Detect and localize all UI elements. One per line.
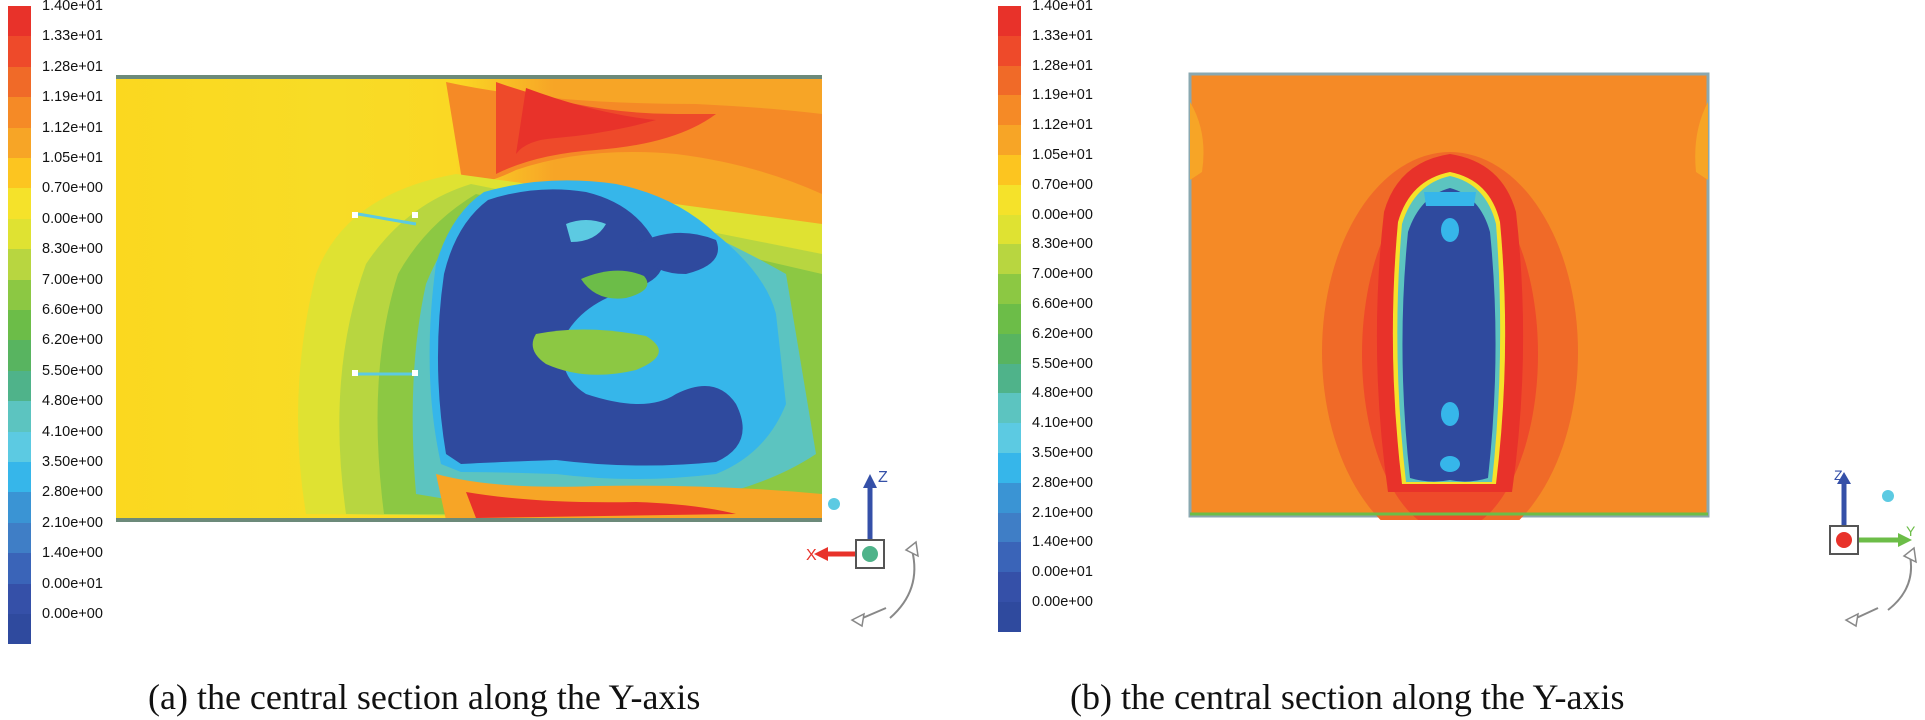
z-axis-label: Z: [1834, 470, 1843, 483]
legend-tick-label: 2.10e+00: [42, 514, 103, 531]
legend-swatch: [998, 363, 1021, 394]
legend-swatch: [8, 310, 31, 341]
legend-tick-label: 1.40e+01: [42, 0, 103, 14]
legend-tick-label: 0.00e+00: [1032, 594, 1093, 610]
legend-swatch: [998, 244, 1021, 275]
legend-tick-label: 0.00e+01: [42, 575, 103, 592]
contour-plot-xz-section: [116, 74, 828, 524]
caption-b: (b) the central section along the Y-axis: [1070, 677, 1625, 717]
axis-triad-right: Z Y: [1818, 467, 1925, 630]
legend-tick-label: 0.70e+00: [42, 180, 103, 197]
legend-tick-label: 1.05e+01: [42, 150, 103, 166]
legend-tick-label: 6.60e+00: [1032, 296, 1093, 312]
legend-tick-label: 4.80e+00: [42, 393, 103, 410]
legend-swatch: [998, 35, 1021, 66]
legend-tick-label: 1.12e+01: [42, 119, 103, 136]
legend-swatch: [8, 522, 31, 554]
color-legend-left: 1.40e+01 1.33e+01 1.28e+01 1.19e+01 1.12e+01…: [8, 0, 148, 645]
legend-swatch: [8, 340, 31, 371]
legend-tick-label: 0.00e+01: [1032, 564, 1093, 581]
legend-swatch: [8, 6, 31, 37]
legend-swatch: [998, 482, 1021, 513]
legend-swatch: [8, 401, 31, 432]
legend-tick-label: 6.20e+00: [1032, 325, 1093, 342]
legend-swatch: [8, 97, 31, 128]
legend-tick-label: 0.70e+00: [1032, 176, 1093, 193]
legend-tick-label: 1.05e+01: [1032, 147, 1093, 163]
legend-swatch: [998, 65, 1021, 96]
legend-swatch: [998, 155, 1021, 185]
legend-swatch: [8, 279, 31, 310]
legend-swatch: [998, 512, 1021, 543]
legend-tick-label: 5.50e+00: [1032, 355, 1093, 372]
legend-swatch: [998, 125, 1021, 155]
legend-tick-label: 4.80e+00: [1032, 385, 1093, 402]
legend-tick-label: 4.10e+00: [1032, 415, 1093, 432]
legend-swatch: [998, 214, 1021, 245]
legend-tick-label: 1.28e+01: [1032, 57, 1093, 74]
legend-tick-label: 7.00e+00: [1032, 266, 1093, 283]
legend-swatch: [998, 453, 1021, 483]
x-axis-label: X: [806, 547, 817, 564]
legend-tick-label: 3.50e+00: [42, 454, 103, 470]
legend-swatch: [998, 333, 1021, 364]
legend-swatch: [998, 95, 1021, 126]
legend-tick-label: 0.00e+00: [1032, 206, 1093, 223]
legend-tick-label: 2.80e+00: [42, 484, 103, 501]
legend-swatch: [998, 274, 1021, 304]
legend-tick-label: 1.40e+01: [1032, 0, 1093, 14]
legend-swatch: [8, 127, 31, 158]
legend-tick-label: 1.19e+01: [1032, 87, 1093, 104]
legend-tick-label: 2.80e+00: [1032, 474, 1093, 491]
legend-swatch: [8, 614, 31, 645]
legend-tick-label: 1.33e+01: [42, 28, 103, 45]
legend-swatch: [998, 572, 1021, 602]
legend-swatch: [998, 423, 1021, 453]
axis-triad-left: Z X: [800, 469, 940, 630]
legend-swatch: [998, 542, 1021, 573]
legend-swatch: [8, 370, 31, 402]
legend-tick-label: 1.12e+01: [1032, 117, 1093, 134]
legend-swatch: [8, 218, 31, 250]
color-legend-right: 1.40e+01 1.33e+01 1.28e+01 1.19e+01 1.12e+01…: [998, 0, 1138, 632]
legend-swatch: [8, 431, 31, 462]
legend-tick-label: 1.33e+01: [1032, 27, 1093, 44]
legend-tick-label: 7.00e+00: [42, 271, 103, 288]
contour-plot-yz-section: [1188, 72, 1712, 520]
legend-swatch: [998, 602, 1021, 632]
legend-tick-label: 3.50e+00: [1032, 445, 1093, 461]
legend-swatch: [8, 553, 31, 584]
legend-tick-label: 2.10e+00: [1032, 504, 1093, 521]
legend-swatch: [8, 462, 31, 493]
legend-tick-label: 1.40e+00: [42, 545, 103, 562]
legend-swatch: [8, 36, 31, 67]
legend-tick-label: 1.40e+00: [1032, 534, 1093, 551]
legend-tick-label: 6.60e+00: [42, 302, 103, 318]
legend-swatch: [8, 492, 31, 523]
legend-swatch: [998, 6, 1021, 36]
legend-tick-label: 5.50e+00: [42, 362, 103, 379]
legend-swatch: [998, 184, 1021, 215]
legend-tick-label: 0.00e+00: [42, 210, 103, 227]
legend-tick-label: 8.30e+00: [1032, 236, 1093, 253]
legend-tick-label: 1.28e+01: [42, 58, 103, 75]
caption-a: (a) the central section along the Y-axis: [148, 677, 701, 717]
legend-swatch: [998, 393, 1021, 424]
legend-swatch: [8, 583, 31, 614]
legend-tick-label: 8.30e+00: [42, 241, 103, 258]
legend-swatch: [8, 249, 31, 280]
legend-tick-label: 6.20e+00: [42, 332, 103, 349]
legend-tick-label: 1.19e+01: [42, 89, 103, 106]
legend-swatch: [8, 188, 31, 219]
legend-swatch: [998, 304, 1021, 334]
legend-swatch: [8, 158, 31, 189]
legend-tick-label: 0.00e+00: [42, 606, 103, 622]
y-axis-label: Y: [1906, 523, 1916, 539]
legend-swatch: [8, 66, 31, 98]
z-axis-label: Z: [878, 470, 888, 486]
legend-tick-label: 4.10e+00: [42, 423, 103, 440]
